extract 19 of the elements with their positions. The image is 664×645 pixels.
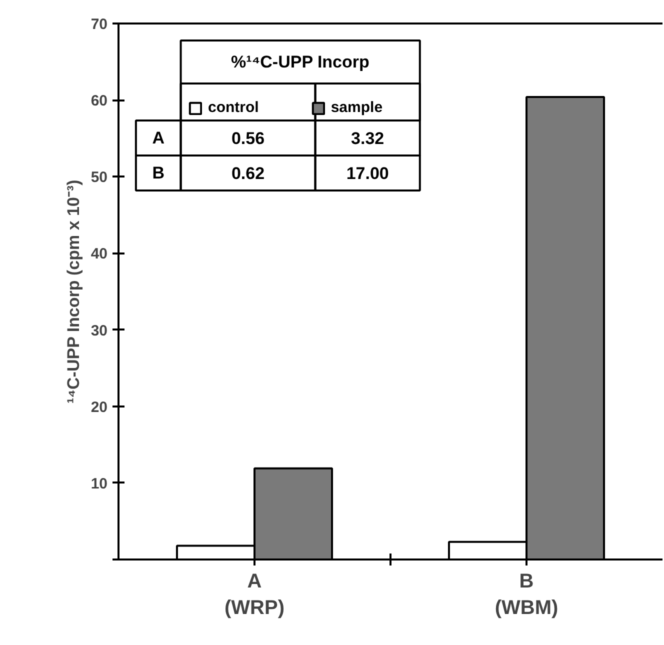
annotation: 3.32 bbox=[351, 128, 384, 148]
y-tick-label: 70 bbox=[90, 16, 108, 33]
y-tick-label: 10 bbox=[90, 475, 108, 492]
legend-label: control bbox=[208, 99, 259, 116]
annotation: 0.56 bbox=[231, 128, 265, 148]
annotation: B bbox=[152, 163, 164, 182]
annotation: %¹⁴C-UPP Incorp bbox=[230, 52, 370, 72]
y-axis-title: ¹⁴C-UPP Incorp (cpm x 10⁻³) bbox=[64, 180, 83, 404]
annotation: 17.00 bbox=[346, 164, 389, 183]
annotation: 0.62 bbox=[231, 164, 265, 183]
y-tick-label: 40 bbox=[90, 246, 108, 263]
annotation: A bbox=[152, 128, 164, 148]
y-tick-label: 60 bbox=[90, 92, 108, 110]
y-tick-label: 30 bbox=[90, 322, 108, 340]
y-tick-label: 20 bbox=[90, 398, 108, 416]
legend-label: sample bbox=[330, 99, 383, 116]
y-tick-label: 50 bbox=[90, 169, 108, 186]
x-tick-label: B (WBM) bbox=[494, 570, 558, 619]
x-tick-label: A (WRP) bbox=[224, 570, 284, 619]
